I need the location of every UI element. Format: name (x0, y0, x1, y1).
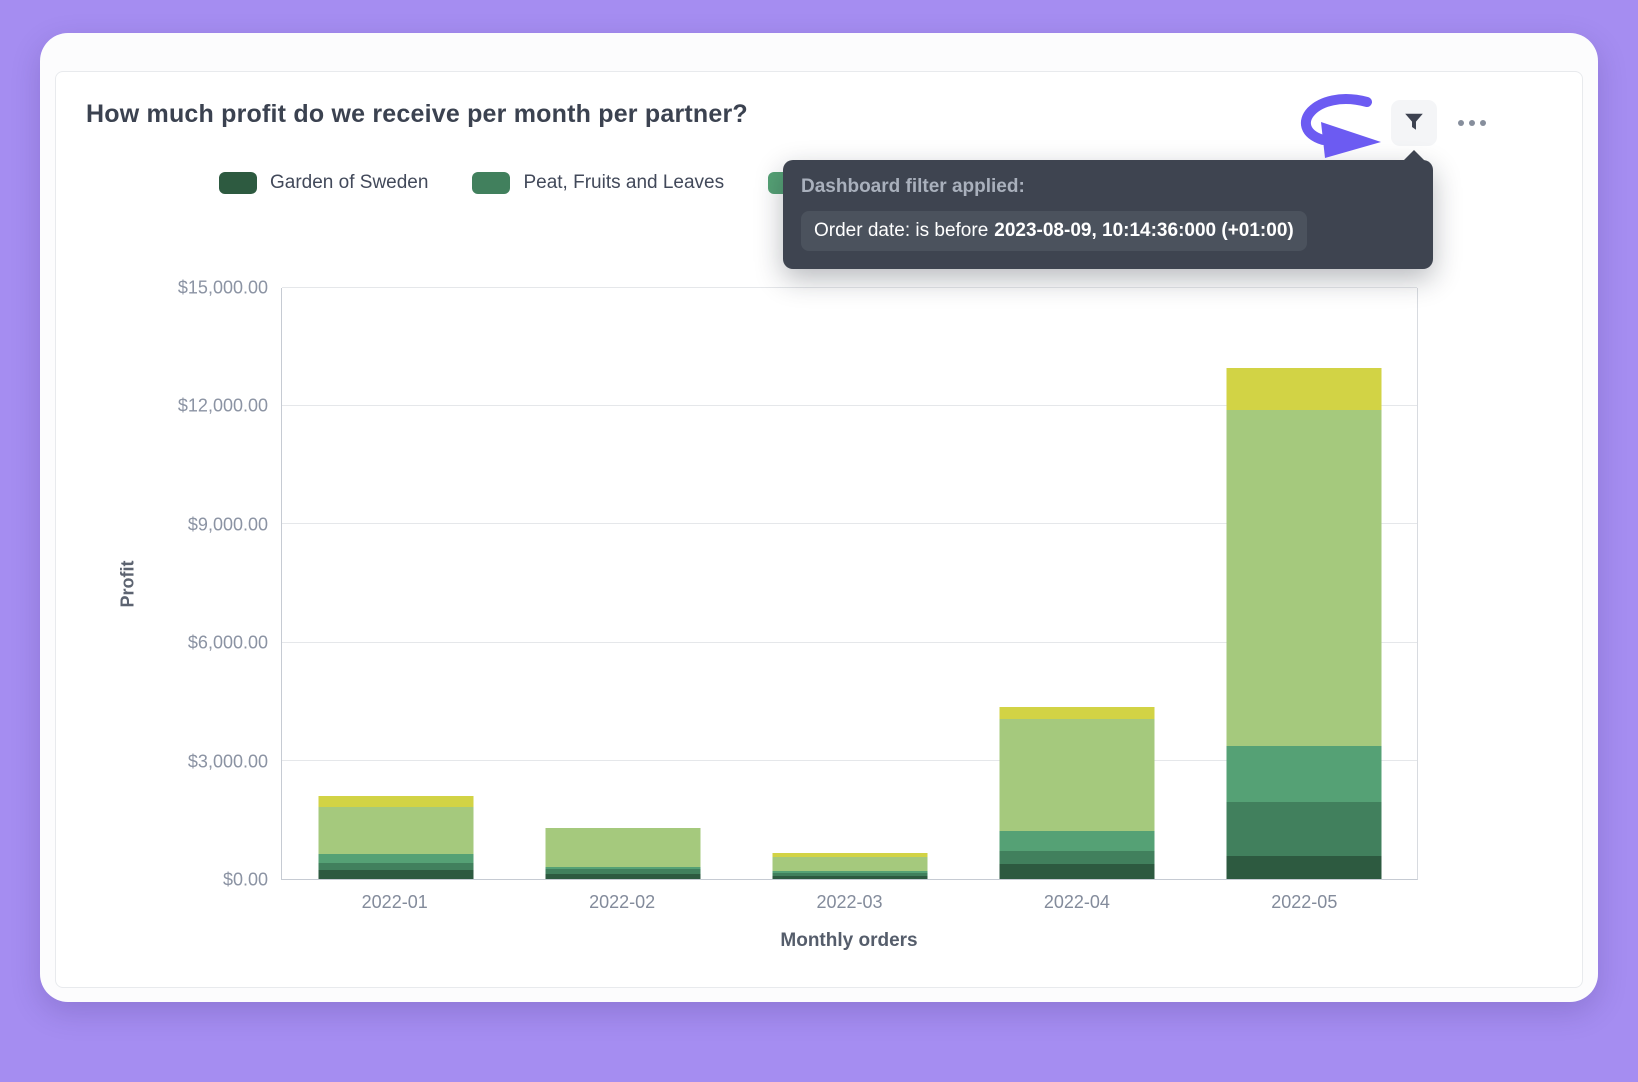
x-tick-label: 2022-05 (1271, 892, 1338, 912)
x-tick-label: 2022-01 (361, 892, 428, 912)
y-tick-label: $9,000.00 (187, 514, 268, 535)
gridline (282, 759, 1417, 761)
bar-segment[interactable] (999, 851, 1154, 865)
gridline (282, 405, 1417, 407)
gridline (282, 287, 1417, 288)
gridline (282, 641, 1417, 643)
bar-segment[interactable] (999, 707, 1154, 720)
legend-label: Peat, Fruits and Leaves (523, 172, 725, 193)
bar-segment[interactable] (545, 873, 700, 879)
bar-segment[interactable] (318, 854, 473, 863)
bar-segment[interactable] (772, 875, 927, 879)
tooltip-heading: Dashboard filter applied: (801, 176, 1025, 197)
y-tick-label: $6,000.00 (187, 632, 268, 653)
bar-segment[interactable] (1226, 856, 1381, 879)
bar-segment[interactable] (999, 831, 1154, 851)
bar-segment[interactable] (999, 719, 1154, 832)
chart-legend: Garden of Sweden Peat, Fruits and Leaves (219, 172, 819, 194)
bar-2022-03 (772, 853, 927, 879)
filter-label: Order date: is before (814, 220, 989, 241)
y-tick-label: $0.00 (222, 869, 268, 890)
question-title: How much profit do we receive per month … (86, 100, 748, 128)
ellipsis-icon (1458, 120, 1464, 126)
legend-label: Garden of Sweden (270, 172, 429, 193)
y-tick-label: $15,000.00 (177, 277, 268, 298)
chart-card: How much profit do we receive per month … (55, 71, 1583, 988)
bar-segment[interactable] (772, 870, 927, 874)
ellipsis-icon (1469, 120, 1475, 126)
x-axis-title: Monthly orders (780, 930, 918, 951)
bar-segment[interactable] (318, 869, 473, 879)
legend-item[interactable]: Garden of Sweden (219, 172, 428, 194)
dashboard-card: How much profit do we receive per month … (40, 33, 1598, 1002)
filter-value: 2023-08-09, 10:14:36:000 (+01:00) (994, 220, 1294, 241)
bar-segment[interactable] (999, 864, 1154, 879)
bar-2022-02 (545, 827, 700, 879)
y-tick-label: $12,000.00 (177, 395, 268, 416)
bar-2022-04 (999, 707, 1154, 879)
plot-area (281, 287, 1418, 880)
bar-segment[interactable] (545, 869, 700, 874)
x-tick-label: 2022-04 (1043, 892, 1110, 912)
curved-arrow-icon (1281, 90, 1401, 165)
bar-segment[interactable] (772, 873, 927, 876)
filter-pill: Order date: is before 2023-08-09, 10:14:3… (801, 211, 1307, 251)
legend-item[interactable]: Peat, Fruits and Leaves (472, 172, 724, 194)
bar-segment[interactable] (318, 862, 473, 870)
bar-2022-05 (1226, 367, 1381, 879)
bar-segment[interactable] (318, 806, 473, 855)
bar-segment[interactable] (545, 866, 700, 870)
legend-swatch (472, 172, 511, 194)
filter-button[interactable] (1391, 100, 1437, 146)
dashboard-filter-tooltip: Dashboard filter applied: Order date: is… (783, 150, 1433, 269)
ellipsis-menu-button[interactable] (1451, 112, 1493, 134)
bar-segment[interactable] (1226, 367, 1381, 410)
bar-segment[interactable] (1226, 409, 1381, 747)
bar-segment[interactable] (772, 853, 927, 858)
x-axis-labels: 2022-01 2022-02 2022-03 2022-04 2022-05 (281, 892, 1418, 918)
bar-2022-01 (318, 796, 473, 879)
bar-segment[interactable] (545, 827, 700, 867)
legend-swatch (219, 172, 257, 194)
gridline (282, 523, 1417, 525)
bar-segment[interactable] (772, 857, 927, 871)
x-tick-label: 2022-03 (816, 892, 883, 912)
ellipsis-icon (1480, 120, 1486, 126)
bar-segment[interactable] (1226, 746, 1381, 803)
bar-segment[interactable] (318, 796, 473, 807)
bar-segment[interactable] (1226, 802, 1381, 857)
funnel-icon (1403, 111, 1425, 136)
y-tick-label: $3,000.00 (187, 751, 268, 772)
y-axis-labels: $0.00 $3,000.00 $6,000.00 $9,000.00 $12,000.… (56, 278, 268, 890)
x-tick-label: 2022-02 (589, 892, 656, 912)
